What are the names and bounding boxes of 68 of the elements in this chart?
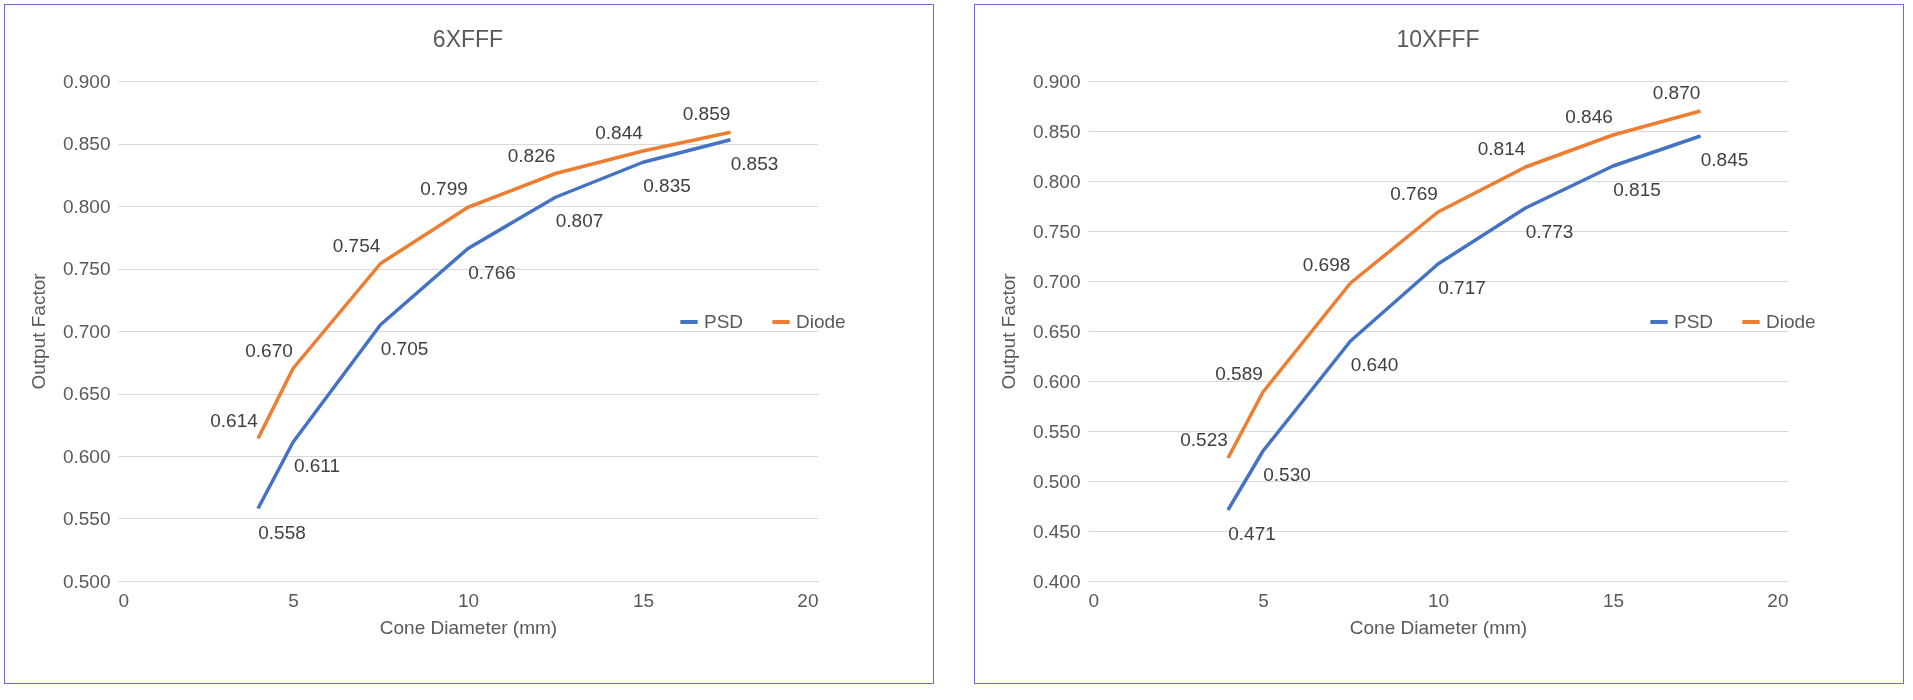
data-label: 0.471: [1228, 523, 1276, 544]
data-label: 0.523: [1180, 429, 1228, 450]
y-tick-label: 0.800: [62, 195, 111, 217]
data-label: 0.815: [1613, 179, 1661, 200]
y-tick-label: 0.900: [1032, 70, 1081, 92]
data-label: 0.766: [468, 261, 516, 283]
data-label: 0.859: [682, 103, 731, 125]
y-tick-label: 0.850: [62, 133, 111, 154]
x-tick-label: 10: [457, 589, 480, 611]
legend-label: PSD: [1674, 311, 1714, 332]
y-tick-label: 0.500: [62, 570, 111, 592]
data-label: 0.826: [507, 144, 556, 166]
data-label: 0.670: [245, 339, 293, 361]
data-label: 0.846: [1565, 106, 1613, 127]
data-label: 0.773: [1525, 221, 1574, 242]
y-tick-label: 0.600: [1032, 370, 1081, 392]
y-tick-label: 0.650: [62, 383, 111, 404]
y-tick-label: 0.750: [1032, 220, 1081, 242]
data-label: 0.870: [1652, 82, 1701, 103]
data-label: 0.844: [595, 122, 644, 143]
data-label: 0.799: [420, 178, 468, 200]
data-label: 0.717: [1438, 277, 1486, 298]
x-axis-title: Cone Diameter (mm): [379, 616, 558, 638]
data-label: 0.754: [332, 234, 381, 256]
x-tick-label: 0: [118, 589, 130, 611]
x-tick-label: 20: [1767, 589, 1789, 611]
data-label: 0.530: [1263, 464, 1311, 485]
data-label: 0.611: [293, 455, 341, 477]
y-tick-label: 0.550: [62, 508, 111, 529]
data-label: 0.698: [1302, 254, 1351, 275]
y-tick-label: 0.400: [1032, 570, 1081, 592]
y-axis-title: Output Factor: [997, 272, 1019, 390]
y-tick-label: 0.650: [1032, 320, 1081, 342]
y-tick-label: 0.550: [1032, 420, 1081, 442]
y-tick-label: 0.700: [62, 320, 111, 342]
x-tick-label: 20: [797, 589, 819, 611]
data-label: 0.769: [1390, 183, 1438, 204]
y-tick-label: 0.750: [62, 258, 111, 279]
x-tick-label: 15: [1602, 589, 1625, 611]
x-tick-label: 15: [632, 589, 655, 611]
x-tick-label: 5: [288, 589, 299, 611]
x-tick-label: 0: [1088, 589, 1100, 611]
x-tick-label: 5: [1258, 589, 1269, 611]
legend-label: Diode: [796, 311, 846, 332]
data-label: 0.814: [1477, 138, 1526, 159]
y-tick-label: 0.900: [62, 70, 111, 92]
y-tick-label: 0.450: [1032, 520, 1081, 542]
x-tick-label: 10: [1427, 589, 1450, 611]
chart-title: 10XFFF: [1396, 26, 1480, 52]
data-label: 0.705: [380, 337, 429, 359]
legend-label: PSD: [704, 311, 744, 332]
y-tick-label: 0.500: [1032, 470, 1081, 492]
data-label: 0.589: [1215, 363, 1263, 384]
data-label: 0.835: [643, 175, 691, 197]
data-label: 0.614: [210, 409, 259, 431]
data-label: 0.807: [555, 210, 604, 232]
data-label: 0.845: [1700, 149, 1749, 170]
data-label: 0.853: [730, 152, 779, 174]
y-tick-label: 0.700: [1032, 270, 1081, 292]
y-tick-label: 0.850: [1032, 120, 1081, 142]
data-label: 0.558: [258, 521, 306, 543]
chart-title: 6XFFF: [432, 26, 504, 52]
data-label: 0.640: [1350, 354, 1399, 375]
y-tick-label: 0.800: [1032, 170, 1081, 192]
x-axis-title: Cone Diameter (mm): [1349, 616, 1528, 638]
y-axis-title: Output Factor: [27, 272, 49, 390]
y-tick-label: 0.600: [62, 445, 111, 467]
legend-label: Diode: [1766, 311, 1816, 332]
